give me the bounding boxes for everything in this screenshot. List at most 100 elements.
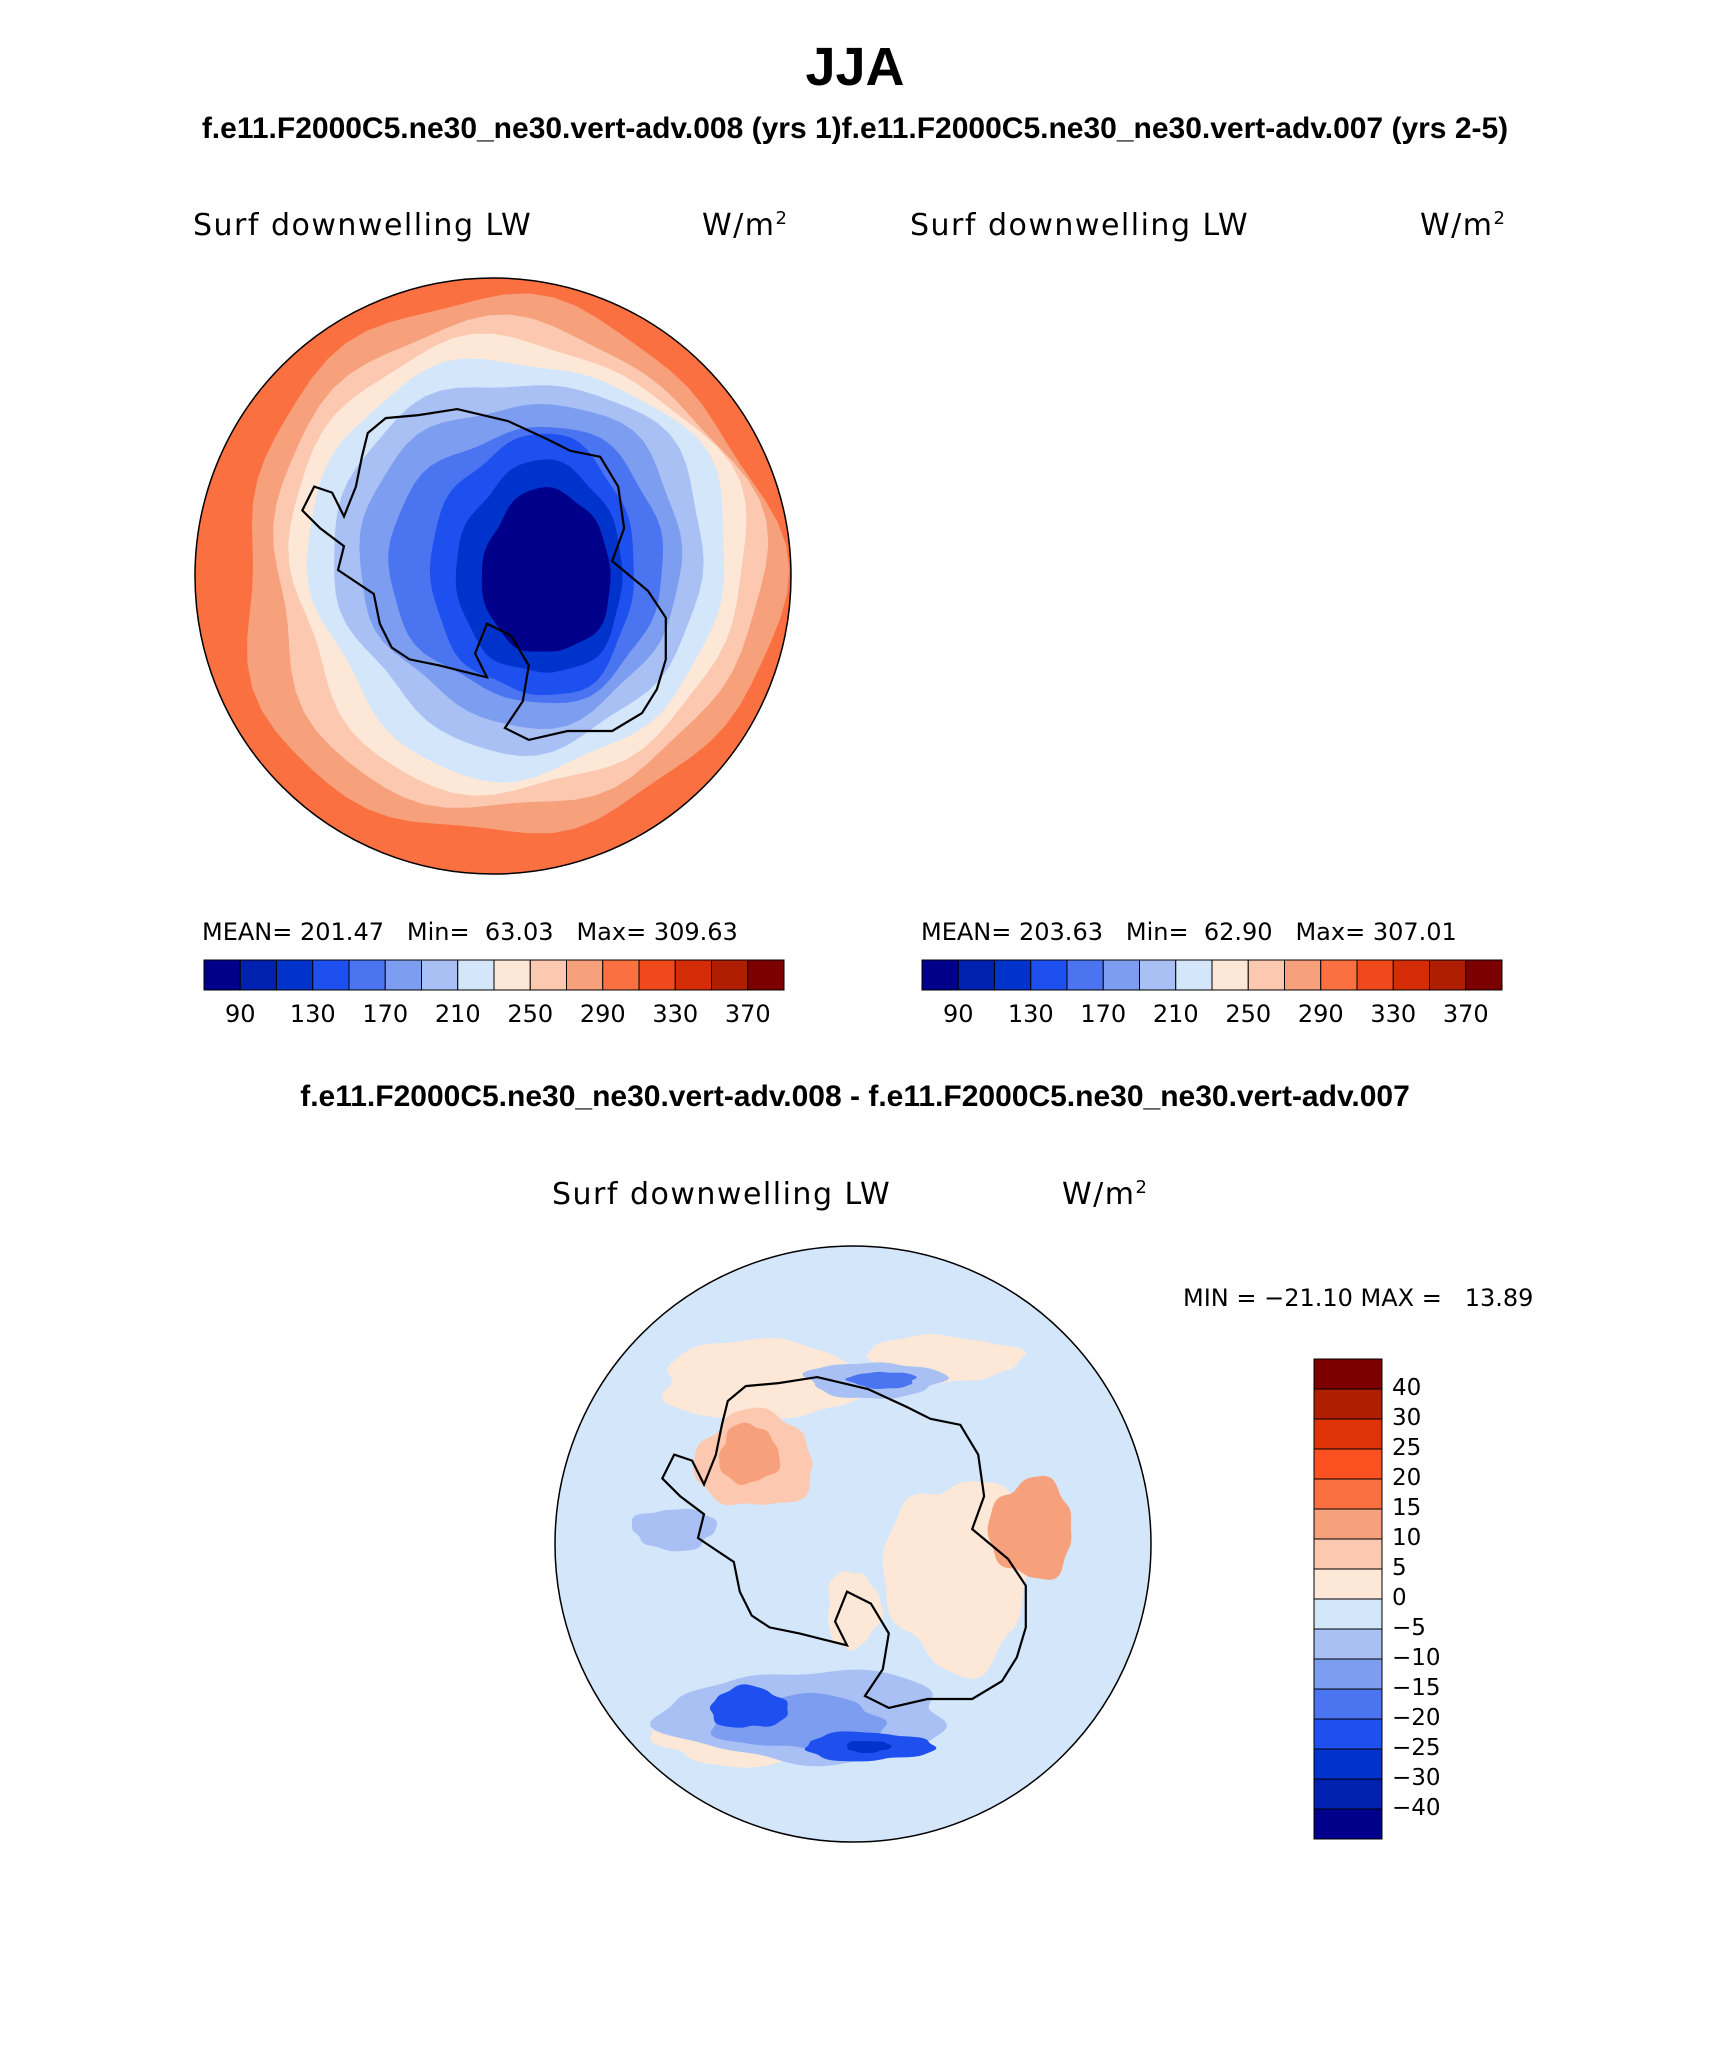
colorbar-tick-label: 130: [1007, 1000, 1054, 1028]
colorbar-cell: [1313, 1478, 1383, 1510]
map-boundary: [554, 1245, 1152, 1843]
diff-variable-label: Surf downwelling LW: [552, 1177, 892, 1212]
diff-anomaly-patch: [661, 1337, 883, 1419]
difference-title: f.e11.F2000C5.ne30_ne30.vert-adv.008 - f…: [300, 1080, 1410, 1113]
diff-anomaly-patch: [827, 1571, 883, 1651]
case-a-title: f.e11.F2000C5.ne30_ne30.vert-adv.008 (yr…: [201, 112, 842, 145]
coastline: [300, 407, 667, 742]
panel-b-max-label: Max=: [1295, 918, 1366, 946]
colorbar-tick-label: 0: [1392, 1585, 1407, 1611]
colorbar-cell: [1313, 1538, 1383, 1570]
colorbar-cell: [1313, 1358, 1383, 1390]
colorbar-tick-label: −30: [1392, 1765, 1441, 1791]
colorbar-cell: [1313, 1808, 1383, 1840]
colorbar-tick-label: −5: [1392, 1615, 1426, 1641]
panel-a-max-value: 309.63: [653, 918, 738, 946]
panel-a-stats: MEAN= 201.47 Min= 63.03 Max= 309.63: [202, 918, 738, 946]
colorbar-cell: [1356, 959, 1394, 991]
case-b-title: f.e11.F2000C5.ne30_ne30.vert-adv.007 (yr…: [841, 112, 1509, 145]
colorbar-tick-label: 90: [224, 1000, 256, 1028]
panel-b-stats: MEAN= 203.63 Min= 62.90 Max= 307.01: [921, 918, 1457, 946]
diff-anomaly-patch: [709, 1684, 788, 1728]
colorbar-cell: [1175, 959, 1213, 991]
colorbar-cell: [1030, 959, 1068, 991]
panel-b-mean-label: MEAN=: [921, 918, 1012, 946]
colorbar-tick-label: 210: [1152, 1000, 1199, 1028]
diff-minmax-label: MIN = −21.10 MAX = 13.89: [1183, 1284, 1534, 1312]
colorbar-cell: [1465, 959, 1503, 991]
colorbar-tick-label: 290: [1297, 1000, 1344, 1028]
colorbar-tick-label: 330: [652, 1000, 699, 1028]
colorbar-cell: [348, 959, 386, 991]
colorbar-cell: [1320, 959, 1358, 991]
colorbar-cell: [1313, 1688, 1383, 1720]
colorbar-cell: [421, 959, 459, 991]
diff-anomaly-patch: [845, 1371, 917, 1389]
colorbar-cell: [1313, 1568, 1383, 1600]
colorbar-tick-label: −10: [1392, 1645, 1441, 1671]
colorbar-cell: [1313, 1388, 1383, 1420]
panel-a-units-label: W/m2: [702, 208, 789, 243]
colorbar-cell: [1313, 1418, 1383, 1450]
colorbar-tick-label: −25: [1392, 1735, 1441, 1761]
panel-b-mean-value: 203.63: [1019, 918, 1103, 946]
figure-title: JJA: [805, 37, 905, 97]
coastline: [660, 1375, 1027, 1710]
colorbar-cell: [203, 959, 241, 991]
colorbar-cell: [1313, 1448, 1383, 1480]
panel-a-max-label: Max=: [576, 918, 647, 946]
colorbar-cell: [674, 959, 712, 991]
colorbar-tick-label: −15: [1392, 1675, 1441, 1701]
diff-anomaly-patch: [846, 1741, 892, 1753]
colorbar-tick-label: 170: [362, 1000, 409, 1028]
colorbar-tick-label: 290: [579, 1000, 626, 1028]
colorbar-cell: [747, 959, 785, 991]
colorbar-tick-label: 20: [1392, 1465, 1422, 1491]
colorbar-cell: [1313, 1598, 1383, 1630]
colorbar-cell: [1313, 1508, 1383, 1540]
difference-colorbar: [1313, 1358, 1383, 1840]
panel-b-units-label: W/m2: [1420, 208, 1507, 243]
colorbar-cell: [1313, 1748, 1383, 1780]
colorbar-tick-label: 210: [434, 1000, 481, 1028]
colorbar-cell: [1313, 1658, 1383, 1690]
colorbar-cell: [1313, 1778, 1383, 1810]
colorbar-tick-label: −20: [1392, 1705, 1441, 1731]
colorbar-tick-label: 170: [1080, 1000, 1127, 1028]
panel-b-variable-label: Surf downwelling LW: [910, 208, 1250, 243]
panel-a-min-label: Min=: [406, 918, 470, 946]
colorbar-tick-label: 30: [1392, 1405, 1422, 1431]
panel-b-max-value: 307.01: [1372, 918, 1457, 946]
diff-anomaly-patch: [719, 1422, 781, 1486]
panel-b-colorbar: [921, 959, 1503, 991]
colorbar-tick-label: 370: [724, 1000, 771, 1028]
colorbar-tick-label: 330: [1370, 1000, 1417, 1028]
colorbar-tick-label: 15: [1392, 1495, 1422, 1521]
panel-a-variable-label: Surf downwelling LW: [193, 208, 533, 243]
colorbar-cell: [1313, 1628, 1383, 1660]
colorbar-tick-label: 370: [1442, 1000, 1489, 1028]
panel-a-colorbar: [203, 959, 785, 991]
map-boundary: [194, 277, 792, 875]
colorbar-cell: [1313, 1718, 1383, 1750]
colorbar-cell: [1429, 959, 1467, 991]
case-titles-row: f.e11.F2000C5.ne30_ne30.vert-adv.008 (yr…: [0, 112, 1710, 146]
panel-a-min-value: 63.03: [484, 918, 554, 946]
colorbar-cell: [529, 959, 567, 991]
colorbar-cell: [566, 959, 604, 991]
panel-a-mean-label: MEAN=: [202, 918, 293, 946]
colorbar-tick-label: −40: [1392, 1795, 1441, 1821]
colorbar-cell: [1284, 959, 1322, 991]
colorbar-cell: [1392, 959, 1430, 991]
colorbar-tick-label: 10: [1392, 1525, 1422, 1551]
panel-b-min-label: Min=: [1125, 918, 1189, 946]
colorbar-cell: [384, 959, 422, 991]
diff-units-label: W/m2: [1062, 1177, 1149, 1212]
contour-band-core: [481, 487, 611, 652]
colorbar-tick-label: 40: [1392, 1375, 1422, 1401]
colorbar-cell: [239, 959, 277, 991]
colorbar-cell: [921, 959, 959, 991]
colorbar-cell: [957, 959, 995, 991]
panel-b-min-value: 62.90: [1203, 918, 1273, 946]
